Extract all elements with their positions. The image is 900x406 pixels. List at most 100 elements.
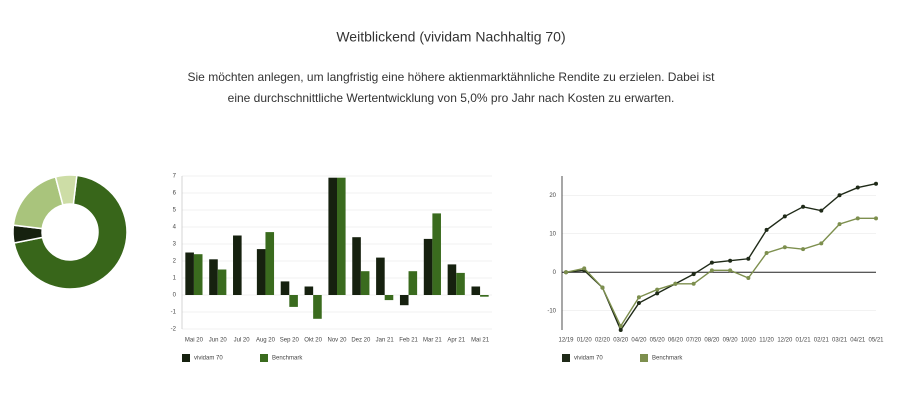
legend-swatch xyxy=(640,354,648,362)
bar xyxy=(337,177,346,295)
bar xyxy=(209,259,218,295)
x-tick-label: 03/20 xyxy=(613,338,629,344)
bar xyxy=(399,295,409,306)
legend-label: Benchmark xyxy=(272,356,303,362)
x-tick-label: Mai 21 xyxy=(471,338,490,344)
x-tick-label: Okt 20 xyxy=(304,338,322,344)
series-point xyxy=(709,268,714,273)
series-line xyxy=(565,217,876,328)
series-point xyxy=(855,185,860,190)
x-tick-label: 05/21 xyxy=(868,338,884,344)
y-tick-label: 0 xyxy=(553,270,557,276)
bar xyxy=(217,269,227,295)
y-tick-label: 1 xyxy=(173,276,177,282)
description: Sie möchten anlegen, um langfristig eine… xyxy=(188,70,716,84)
series-point xyxy=(746,276,751,281)
y-tick-label: 6 xyxy=(173,191,177,197)
bar xyxy=(289,295,298,307)
y-tick-label: 4 xyxy=(173,225,177,231)
series-point xyxy=(655,287,660,292)
series-point xyxy=(600,285,605,290)
x-tick-label: Feb 21 xyxy=(399,338,418,344)
series-point xyxy=(691,272,696,277)
x-tick-label: 12/20 xyxy=(777,338,793,344)
y-tick-label: 5 xyxy=(173,208,177,214)
x-tick-label: 05/20 xyxy=(650,338,666,344)
series-point xyxy=(819,241,824,246)
y-tick-label: 3 xyxy=(173,242,177,248)
x-tick-label: 04/21 xyxy=(850,338,866,344)
legend-swatch xyxy=(562,354,570,362)
series-point xyxy=(636,295,641,300)
bar xyxy=(376,257,385,295)
series-point xyxy=(801,247,806,252)
x-tick-label: 01/20 xyxy=(577,338,593,344)
x-tick-label: Sep 20 xyxy=(280,338,300,344)
series-point xyxy=(837,222,842,227)
x-tick-label: Aug 20 xyxy=(256,338,276,344)
x-tick-label: Mar 21 xyxy=(423,338,442,344)
x-tick-label: Nov 20 xyxy=(327,338,347,344)
series-point xyxy=(819,208,824,213)
legend-swatch xyxy=(182,354,190,362)
y-tick-label: 0 xyxy=(173,293,177,299)
x-tick-label: 01/21 xyxy=(796,338,812,344)
series-point xyxy=(673,281,678,286)
x-tick-label: 12/19 xyxy=(558,338,574,344)
series-point xyxy=(618,324,623,329)
bar xyxy=(408,271,418,295)
y-tick-label: 2 xyxy=(173,259,177,265)
bar xyxy=(360,271,370,295)
x-tick-label: Jun 20 xyxy=(209,338,228,344)
x-tick-label: 06/20 xyxy=(668,338,684,344)
x-tick-label: 04/20 xyxy=(631,338,647,344)
y-tick-label: -2 xyxy=(171,327,177,333)
bar xyxy=(471,286,481,295)
x-tick-label: Dez 20 xyxy=(351,338,371,344)
description: eine durchschnittliche Wertentwicklung v… xyxy=(228,91,675,105)
series-point xyxy=(691,281,696,286)
bar xyxy=(193,254,203,295)
series-point xyxy=(874,181,878,186)
x-tick-label: 07/20 xyxy=(686,338,702,344)
bar xyxy=(304,286,314,295)
series-point xyxy=(801,204,806,209)
bar xyxy=(384,295,394,301)
bar xyxy=(280,281,290,295)
donut-slice xyxy=(54,174,78,206)
bar xyxy=(432,213,441,295)
bar xyxy=(352,237,361,295)
x-tick-label: Jul 20 xyxy=(234,338,251,344)
x-tick-label: 10/20 xyxy=(741,338,757,344)
y-tick-label: 20 xyxy=(549,193,556,199)
bar xyxy=(313,295,322,319)
bar xyxy=(423,238,433,295)
x-tick-label: 09/20 xyxy=(723,338,739,344)
series-point xyxy=(874,216,878,221)
y-tick-label: -1 xyxy=(171,310,177,316)
bar xyxy=(447,264,457,295)
series-point xyxy=(837,193,842,198)
donut-slice xyxy=(12,175,64,230)
x-tick-label: Jan 21 xyxy=(376,338,395,344)
y-tick-label: 7 xyxy=(173,174,177,180)
series-point xyxy=(728,258,733,263)
bar xyxy=(328,177,337,295)
series-point xyxy=(764,227,769,232)
legend-label: vividam 70 xyxy=(194,356,223,362)
x-tick-label: 02/20 xyxy=(595,338,611,344)
bar xyxy=(185,252,194,295)
bar xyxy=(233,235,242,295)
series-point xyxy=(782,245,787,250)
y-tick-label: 10 xyxy=(549,231,556,237)
x-tick-label: 02/21 xyxy=(814,338,830,344)
series-point xyxy=(618,328,623,332)
series-point xyxy=(764,251,769,255)
x-tick-label: 08/20 xyxy=(704,338,720,344)
legend-label: Benchmark xyxy=(652,356,683,362)
legend-swatch xyxy=(260,354,268,362)
y-tick-label: -10 xyxy=(547,308,556,314)
series-point xyxy=(655,291,660,296)
series-point xyxy=(636,301,641,306)
